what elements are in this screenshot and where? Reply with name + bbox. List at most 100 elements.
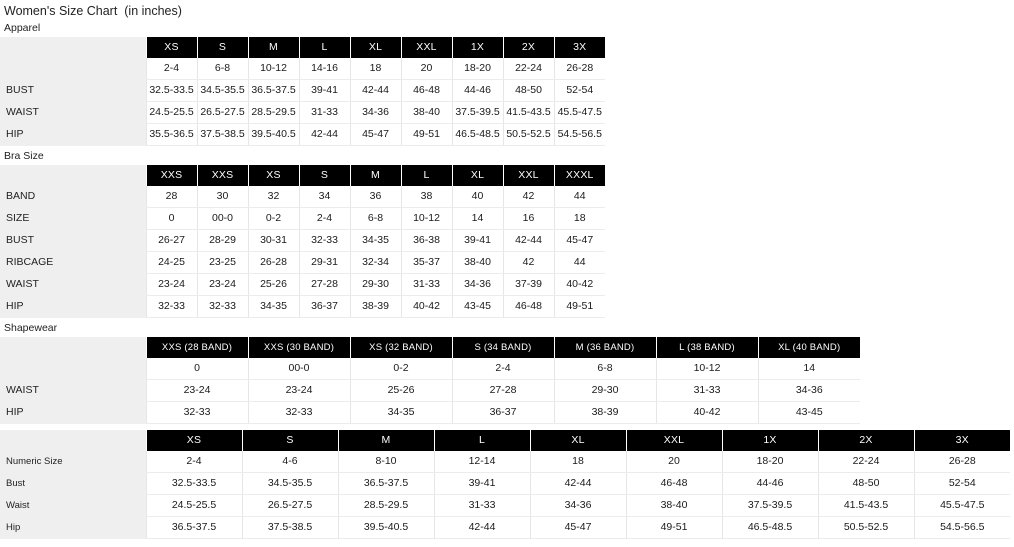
measurement-cell: 0-2: [247, 207, 299, 230]
row-label: Bust: [0, 472, 146, 495]
table-shapewear: XXS (28 BAND) XXS (30 BAND) XS (32 BAND) S …: [0, 337, 860, 424]
measurement-cell: 30-31: [247, 229, 299, 252]
measurement-cell: 40: [451, 186, 503, 208]
measurement-cell: 32-33: [145, 295, 197, 318]
measurement-cell: 34-36: [529, 494, 626, 517]
column-header: XS: [145, 430, 242, 451]
column-header: S (34 BAND): [451, 337, 554, 358]
row-label: Numeric Size: [0, 451, 146, 473]
column-header: XXL: [502, 165, 554, 186]
column-header: XS: [247, 165, 299, 186]
row-label: RIBCAGE: [0, 251, 146, 274]
measurement-cell: 54.5-56.5: [913, 516, 1010, 539]
column-header: S: [196, 37, 248, 58]
measurement-cell: 2-4: [298, 207, 350, 230]
column-header: S: [241, 430, 338, 451]
table-corner-cell: [0, 430, 146, 451]
measurement-cell: 14: [757, 358, 860, 380]
column-header: L: [298, 37, 350, 58]
measurement-cell: 43-45: [451, 295, 503, 318]
measurement-cell: 44: [553, 251, 605, 274]
measurement-cell: 22-24: [502, 58, 554, 80]
measurement-cell: 50.5-52.5: [502, 123, 554, 146]
table-apparel: XS S M L XL XXL 1X 2X 3X 2-4 6-8 10-12 14-16 18 20 18-2…: [0, 37, 605, 146]
measurement-cell: 42-44: [433, 516, 530, 539]
measurement-cell: 46-48: [502, 295, 554, 318]
section-label-apparel: Apparel: [4, 22, 41, 34]
measurement-cell: 41.5-43.5: [502, 101, 554, 124]
sections-container: Apparel XS S M L XL XXL 1X 2X 3X 2-4 6-8 10-12 14-16 1…: [0, 18, 1014, 539]
measurement-cell: 27-28: [298, 273, 350, 296]
measurement-cell: 34-35: [349, 229, 401, 252]
table-row: 2-4 6-8 10-12 14-16 18 20 18-20 22-24 26-28: [0, 58, 605, 80]
row-label: WAIST: [0, 101, 146, 124]
measurement-cell: 39.5-40.5: [337, 516, 434, 539]
column-header: 1X: [451, 37, 503, 58]
measurement-cell: 18-20: [451, 58, 503, 80]
column-header: 3X: [553, 37, 605, 58]
measurement-cell: 2-4: [451, 358, 554, 380]
measurement-cell: 36-38: [400, 229, 452, 252]
measurement-cell: 45-47: [349, 123, 401, 146]
measurement-cell: 35.5-36.5: [145, 123, 197, 146]
column-header: L: [400, 165, 452, 186]
measurement-cell: 32-33: [196, 295, 248, 318]
measurement-cell: 50.5-52.5: [817, 516, 914, 539]
column-header: L: [433, 430, 530, 451]
measurement-cell: 31-33: [433, 494, 530, 517]
measurement-cell: 14-16: [298, 58, 350, 80]
measurement-cell: 6-8: [349, 207, 401, 230]
section-numeric-size: XS S M L XL XXL 1X 2X 3X Numeric Size 2-4 4-6 8-10 12…: [0, 424, 1014, 539]
column-header: XXS: [196, 165, 248, 186]
page-title: Women's Size Chart (in inches): [4, 4, 182, 18]
measurement-cell: 39-41: [298, 79, 350, 102]
measurement-cell: 8-10: [337, 451, 434, 473]
measurement-cell: 14: [451, 207, 503, 230]
row-label: BUST: [0, 229, 146, 252]
table-row: Numeric Size 2-4 4-6 8-10 12-14 18 20 18-20 22-2…: [0, 451, 1010, 473]
measurement-cell: 38-39: [553, 401, 656, 424]
table-row: BAND 28 30 32 34 36 38 40 42 44: [0, 186, 605, 208]
measurement-cell: 6-8: [553, 358, 656, 380]
table-row: BUST 32.5-33.5 34.5-35.5 36.5-37.5 39-41 42-4…: [0, 79, 605, 102]
measurement-cell: 20: [400, 58, 452, 80]
measurement-cell: 42: [502, 251, 554, 274]
column-header: L (38 BAND): [655, 337, 758, 358]
table-row: SIZE 0 00-0 0-2 2-4 6-8 10-12 14 16 18: [0, 207, 605, 230]
measurement-cell: 0-2: [349, 358, 452, 380]
measurement-cell: 10-12: [400, 207, 452, 230]
measurement-cell: 49-51: [625, 516, 722, 539]
row-label: BAND: [0, 186, 146, 208]
measurement-cell: 49-51: [400, 123, 452, 146]
table-bra-size: XXS XXS XS S M L XL XXL XXXL BAND 28 30 32 34 36 38 40 42…: [0, 165, 605, 318]
column-header: XXL: [400, 37, 452, 58]
column-header: XL: [529, 430, 626, 451]
measurement-cell: 49-51: [553, 295, 605, 318]
measurement-cell: 26-28: [247, 251, 299, 274]
measurement-cell: 26-28: [913, 451, 1010, 473]
measurement-cell: 31-33: [400, 273, 452, 296]
measurement-cell: 28.5-29.5: [247, 101, 299, 124]
measurement-cell: 38: [400, 186, 452, 208]
measurement-cell: 34-35: [247, 295, 299, 318]
measurement-cell: 31-33: [298, 101, 350, 124]
measurement-cell: 42-44: [502, 229, 554, 252]
measurement-cell: 46-48: [400, 79, 452, 102]
header-row: XS S M L XL XXL 1X 2X 3X: [0, 430, 1010, 451]
measurement-cell: 38-39: [349, 295, 401, 318]
measurement-cell: 20: [625, 451, 722, 473]
column-header: M (36 BAND): [553, 337, 656, 358]
measurement-cell: 46.5-48.5: [721, 516, 818, 539]
measurement-cell: 18-20: [721, 451, 818, 473]
table-row: Bust 32.5-33.5 34.5-35.5 36.5-37.5 39-41 42-4…: [0, 472, 1010, 495]
measurement-cell: 23-24: [145, 379, 248, 402]
measurement-cell: 23-24: [196, 273, 248, 296]
measurement-cell: 45-47: [553, 229, 605, 252]
header-row: XS S M L XL XXL 1X 2X 3X: [0, 37, 605, 58]
measurement-cell: 30: [196, 186, 248, 208]
measurement-cell: 41.5-43.5: [817, 494, 914, 517]
measurement-cell: 36.5-37.5: [337, 472, 434, 495]
column-header: XS (32 BAND): [349, 337, 452, 358]
measurement-cell: 29-30: [349, 273, 401, 296]
row-label: WAIST: [0, 273, 146, 296]
